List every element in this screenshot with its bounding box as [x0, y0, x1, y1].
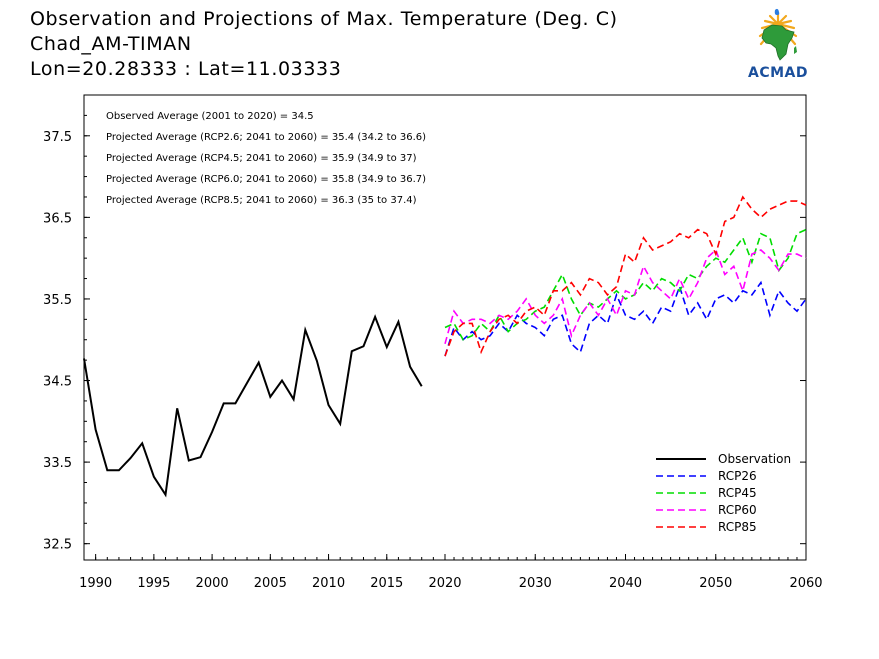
- legend-label-rcp45: RCP45: [718, 486, 757, 500]
- series-line-observation: [83, 314, 423, 498]
- x-tick-label: 2005: [254, 576, 287, 591]
- annotation-text: Projected Average (RCP8.5; 2041 to 2060)…: [106, 195, 417, 206]
- y-tick-label: 32.5: [43, 538, 72, 553]
- x-tick-label: 2050: [699, 576, 732, 591]
- series-line-rcp60: [444, 248, 807, 345]
- legend-label-rcp60: RCP60: [718, 503, 757, 517]
- annotation-text: Projected Average (RCP2.6; 2041 to 2060)…: [106, 132, 426, 143]
- y-tick-label: 35.5: [43, 293, 72, 308]
- x-tick-label: 2040: [609, 576, 642, 591]
- africa-logo-icon: [758, 8, 798, 61]
- annotation-text: Projected Average (RCP6.0; 2041 to 2060)…: [106, 174, 426, 185]
- annotation-text: Observed Average (2001 to 2020) = 34.5: [106, 111, 314, 122]
- series-layer: [83, 195, 807, 498]
- x-tick-label: 2020: [428, 576, 461, 591]
- series-line-rcp26: [444, 280, 807, 357]
- x-tick-label: 2060: [789, 576, 822, 591]
- acmad-logo-text: ACMAD: [748, 65, 808, 81]
- legend-label-observation: Observation: [718, 452, 791, 466]
- y-tick-label: 36.5: [43, 211, 72, 226]
- station-name: Chad_AM-TIMAN: [30, 33, 192, 55]
- x-axis: 1990 1995 2000 2005 2010 2015 2020 2030 2040 2050…: [79, 554, 823, 591]
- x-tick-label: 2000: [196, 576, 229, 591]
- legend: Observation RCP26 RCP45 RCP60 RCP85: [656, 452, 791, 534]
- y-tick-label: 37.5: [43, 130, 72, 145]
- x-tick-label: 2015: [370, 576, 403, 591]
- acmad-logo: ACMAD: [738, 8, 818, 84]
- y-tick-label: 33.5: [43, 456, 72, 471]
- y-axis: 32.5 33.5 34.5 35.5 36.5 37.5: [43, 114, 806, 553]
- x-tick-label: 2030: [519, 576, 552, 591]
- chart-title: Observation and Projections of Max. Temp…: [30, 8, 618, 30]
- y-tick-label: 34.5: [43, 375, 72, 390]
- station-coordinates: Lon=20.28333 : Lat=11.03333: [30, 58, 342, 80]
- annotations: Observed Average (2001 to 2020) = 34.5 Pr…: [106, 111, 426, 206]
- annotation-text: Projected Average (RCP4.5; 2041 to 2060)…: [106, 153, 417, 164]
- x-tick-label: 1995: [137, 576, 170, 591]
- series-line-rcp45: [444, 228, 807, 341]
- series-line-rcp85: [444, 195, 807, 357]
- legend-label-rcp85: RCP85: [718, 520, 757, 534]
- x-tick-label: 1990: [79, 576, 112, 591]
- legend-label-rcp26: RCP26: [718, 469, 757, 483]
- x-tick-label: 2010: [312, 576, 345, 591]
